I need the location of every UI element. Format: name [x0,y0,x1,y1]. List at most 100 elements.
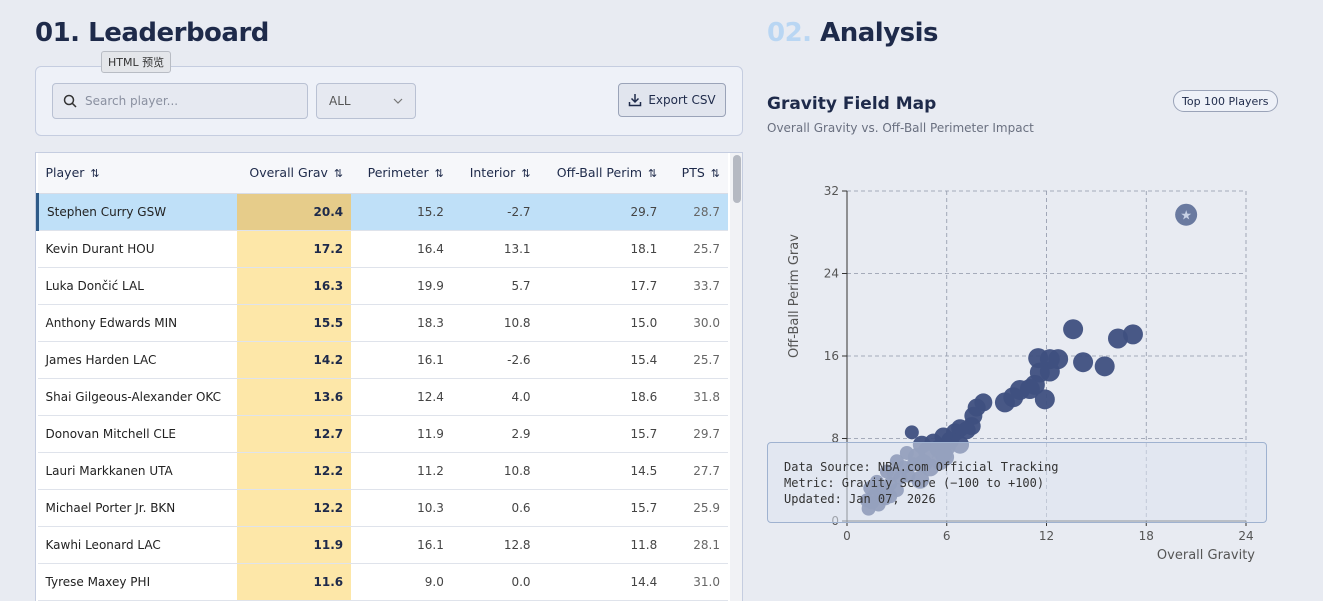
cell-pts: 27.7 [665,452,728,490]
data-point [1028,348,1049,369]
cell-pts: 25.7 [665,230,728,268]
search-input[interactable] [85,94,285,108]
data-point [1034,389,1055,410]
table-row[interactable]: Tyrese Maxey PHI 11.6 9.0 0.0 14.4 31.0 [37,563,728,601]
data-point [1063,319,1084,340]
export-label: Export CSV [648,93,716,107]
cell-player: Shai Gilgeous-Alexander OKC [37,378,238,416]
data-point [904,425,919,440]
table-row[interactable]: Kevin Durant HOU 17.2 16.4 13.1 18.1 25.7 [37,230,728,268]
cell-interior: 0.6 [451,489,539,527]
col-offball-perim[interactable]: Off-Ball Perim ⇅ [538,153,666,194]
chevron-down-icon [393,98,403,104]
cell-player: Stephen Curry GSW [36,193,238,231]
cell-interior: 2.9 [451,415,539,453]
cell-pts: 31.8 [665,378,728,416]
cell-interior: 10.8 [451,304,539,342]
table-row[interactable]: Shai Gilgeous-Alexander OKC 13.6 12.4 4.0 18… [37,378,728,416]
cell-offball-perim: 15.7 [538,415,666,453]
table-row[interactable]: Michael Porter Jr. BKN 12.2 10.3 0.6 15.7 25.… [37,489,728,527]
cell-perimeter: 16.1 [351,341,452,379]
cell-interior: 10.8 [451,452,539,490]
col-pts[interactable]: PTS ⇅ [665,153,728,194]
chart-subtitle: Overall Gravity vs. Off-Ball Perimeter I… [767,121,1034,135]
cell-perimeter: 16.1 [351,526,452,564]
scrollbar-track[interactable] [730,153,742,601]
section-title-analysis: 02. Analysis [767,18,939,48]
cell-perimeter: 15.2 [351,193,452,231]
table-header-row: Player ⇅ Overall Grav ⇅ Perimeter ⇅ Interio… [37,153,728,194]
cell-player: Kevin Durant HOU [37,230,238,268]
section-number: 01. [35,18,80,48]
cell-pts: 31.0 [665,563,728,601]
table-row[interactable]: Kawhi Leonard LAC 11.9 16.1 12.8 11.8 28.1 [37,526,728,564]
sort-icon[interactable]: ⇅ [710,167,720,181]
cell-offball-perim: 18.1 [538,230,666,268]
tooltip: HTML 预览 [101,51,172,73]
section-number: 02. [767,18,812,48]
search-box[interactable] [52,83,308,119]
col-interior[interactable]: Interior ⇅ [451,153,539,194]
cell-overall-grav: 15.5 [237,304,352,342]
table-row[interactable]: Donovan Mitchell CLE 12.7 11.9 2.9 15.7 29.7 [37,415,728,453]
cell-interior: -2.6 [451,341,539,379]
cell-pts: 28.7 [665,193,728,231]
col-overall-grav[interactable]: Overall Grav ⇅ [237,153,352,194]
scrollbar-thumb[interactable] [733,155,741,203]
info-source: Data Source: NBA.com Official Tracking [784,460,1059,474]
cell-overall-grav: 12.2 [237,452,352,490]
cell-perimeter: 18.3 [351,304,452,342]
y-tick-label: 24 [824,267,839,281]
x-tick-label: 12 [1039,529,1054,543]
col-player[interactable]: Player ⇅ [37,153,238,194]
table-row[interactable]: Anthony Edwards MIN 15.5 18.3 10.8 15.0 30.0 [37,304,728,342]
cell-player: Donovan Mitchell CLE [37,415,238,453]
x-axis-title: Overall Gravity [1157,548,1255,563]
cell-perimeter: 12.4 [351,378,452,416]
sort-icon[interactable]: ⇅ [333,167,344,181]
table-row[interactable]: Luka Dončić LAL 16.3 19.9 5.7 17.7 33.7 [37,267,728,305]
cell-offball-perim: 11.8 [538,526,666,564]
cell-perimeter: 19.9 [351,267,452,305]
top-players-badge[interactable]: Top 100 Players [1173,90,1278,112]
cell-interior: 4.0 [451,378,539,416]
section-label: Leaderboard [88,18,269,48]
table-row[interactable]: James Harden LAC 14.2 16.1 -2.6 15.4 25.7 [37,341,728,379]
sort-icon[interactable]: ⇅ [90,167,100,181]
chart-title: Gravity Field Map [767,94,937,114]
sort-icon[interactable]: ⇅ [521,167,531,181]
cell-offball-perim: 29.7 [538,193,666,231]
cell-overall-grav: 20.4 [237,193,352,231]
search-icon [63,94,77,108]
star-icon: ★ [1180,209,1192,224]
cell-pts: 33.7 [665,267,728,305]
export-csv-button[interactable]: Export CSV [618,83,726,117]
cell-offball-perim: 18.6 [538,378,666,416]
info-metric: Metric: Gravity Score (−100 to +100) [784,476,1045,490]
x-tick-label: 6 [943,529,951,543]
cell-overall-grav: 14.2 [237,341,352,379]
cell-perimeter: 10.3 [351,489,452,527]
data-point [1122,324,1143,345]
filter-value: ALL [329,94,351,108]
col-perimeter[interactable]: Perimeter ⇅ [351,153,452,194]
highlight-point [1175,203,1198,226]
cell-pts: 29.7 [665,415,728,453]
team-filter-select[interactable]: ALL [316,83,416,119]
cell-pts: 30.0 [665,304,728,342]
cell-offball-perim: 15.0 [538,304,666,342]
table-row[interactable]: Stephen Curry GSW 20.4 15.2 -2.7 29.7 28.7 [36,193,728,231]
data-point [994,392,1015,413]
cell-player: Anthony Edwards MIN [37,304,238,342]
sort-icon[interactable]: ⇅ [434,167,444,181]
table-row[interactable]: Lauri Markkanen UTA 12.2 11.2 10.8 14.5 27.7 [37,452,728,490]
sort-icon[interactable]: ⇅ [648,167,658,181]
cell-offball-perim: 15.4 [538,341,666,379]
cell-pts: 28.1 [665,526,728,564]
y-tick-label: 8 [831,432,839,446]
cell-perimeter: 9.0 [351,563,452,601]
data-point [1094,356,1115,377]
cell-player: Lauri Markkanen UTA [37,452,238,490]
y-tick-label: 32 [824,184,839,198]
cell-interior: -2.7 [451,193,539,231]
